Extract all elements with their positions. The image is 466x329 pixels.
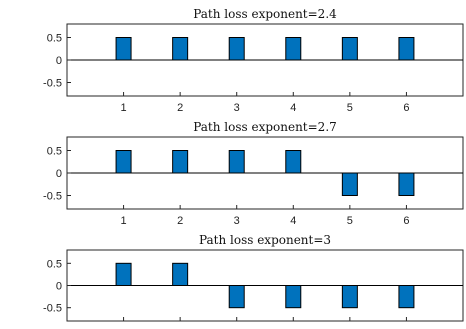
x-tick-label: 3 <box>234 215 240 227</box>
y-tick-label: 0.5 <box>47 33 62 45</box>
y-tick-label: 0 <box>56 168 62 180</box>
y-tick-label: -0.5 <box>43 191 62 203</box>
x-tick-label: 2 <box>177 102 183 114</box>
bar-5 <box>341 285 358 309</box>
x-tick-label: 2 <box>177 215 183 227</box>
x-tick-label: 6 <box>403 215 409 227</box>
x-tick-label: 4 <box>290 215 296 227</box>
x-tick-label: 1 <box>121 215 127 227</box>
bar-5 <box>341 37 358 61</box>
y-tick-label: 0 <box>56 55 62 67</box>
x-tick-label: 5 <box>347 215 353 227</box>
y-tick-label: -0.5 <box>43 303 62 315</box>
bar-6 <box>398 37 415 61</box>
bar-2 <box>172 262 189 286</box>
bar-4 <box>285 285 302 309</box>
x-tick-label: 3 <box>234 102 240 114</box>
bar-1 <box>115 150 132 174</box>
chart-title: Path loss exponent=3 <box>199 233 331 247</box>
subplot-1: Path loss exponent=2.4 -0.5 0 0.5 1 2 3 4 5 6 <box>43 7 464 114</box>
bar-1 <box>115 37 132 61</box>
y-tick-label: 0.5 <box>47 258 62 270</box>
bar-2 <box>172 150 189 174</box>
subplot-3: Path loss exponent=3 -0.5 0 0.5 <box>43 233 464 322</box>
y-tick-label: 0.5 <box>47 146 62 158</box>
bar-2 <box>172 37 189 61</box>
y-tick-label: -0.5 <box>43 78 62 90</box>
bar-4 <box>285 37 302 61</box>
bar-3 <box>228 37 245 61</box>
bar-1 <box>115 262 132 286</box>
x-tick-label: 5 <box>347 102 353 114</box>
bar-4 <box>285 150 302 174</box>
bar-3 <box>228 285 245 309</box>
chart-title: Path loss exponent=2.7 <box>193 120 337 134</box>
x-tick-label: 4 <box>290 102 296 114</box>
chart-title: Path loss exponent=2.4 <box>193 7 337 21</box>
subplot-2: Path loss exponent=2.7 -0.5 0 0.5 1 2 3 4 5 6 <box>43 120 464 227</box>
y-tick-label: 0 <box>56 281 62 293</box>
x-tick-label: 6 <box>403 102 409 114</box>
bar-3 <box>228 150 245 174</box>
bar-6 <box>398 172 415 196</box>
bar-6 <box>398 285 415 309</box>
bar-5 <box>341 172 358 196</box>
x-tick-label: 1 <box>121 102 127 114</box>
